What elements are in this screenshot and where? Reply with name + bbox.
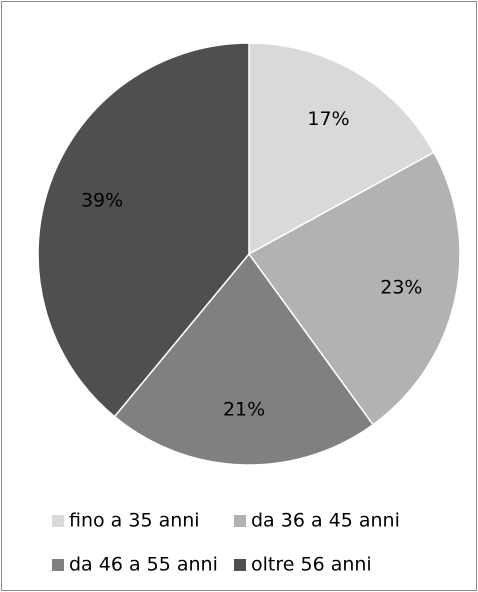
pie-slice	[37, 42, 250, 418]
data-label: 39%	[81, 190, 123, 212]
legend-label: fino a 35 anni	[69, 510, 200, 532]
data-label: 23%	[380, 277, 422, 299]
legend-swatch	[234, 559, 246, 571]
pie-slice	[247, 151, 461, 426]
pie-slice	[113, 252, 375, 466]
data-label: 21%	[223, 399, 265, 421]
legend-swatch	[52, 559, 64, 571]
data-label: 17%	[307, 108, 349, 130]
legend-swatch	[52, 515, 64, 527]
legend-label: oltre 56 anni	[251, 554, 372, 576]
legend-label: da 46 a 55 anni	[69, 554, 218, 576]
legend-swatch	[234, 515, 246, 527]
legend-label: da 36 a 45 anni	[251, 510, 400, 532]
pie-slice	[248, 42, 435, 256]
